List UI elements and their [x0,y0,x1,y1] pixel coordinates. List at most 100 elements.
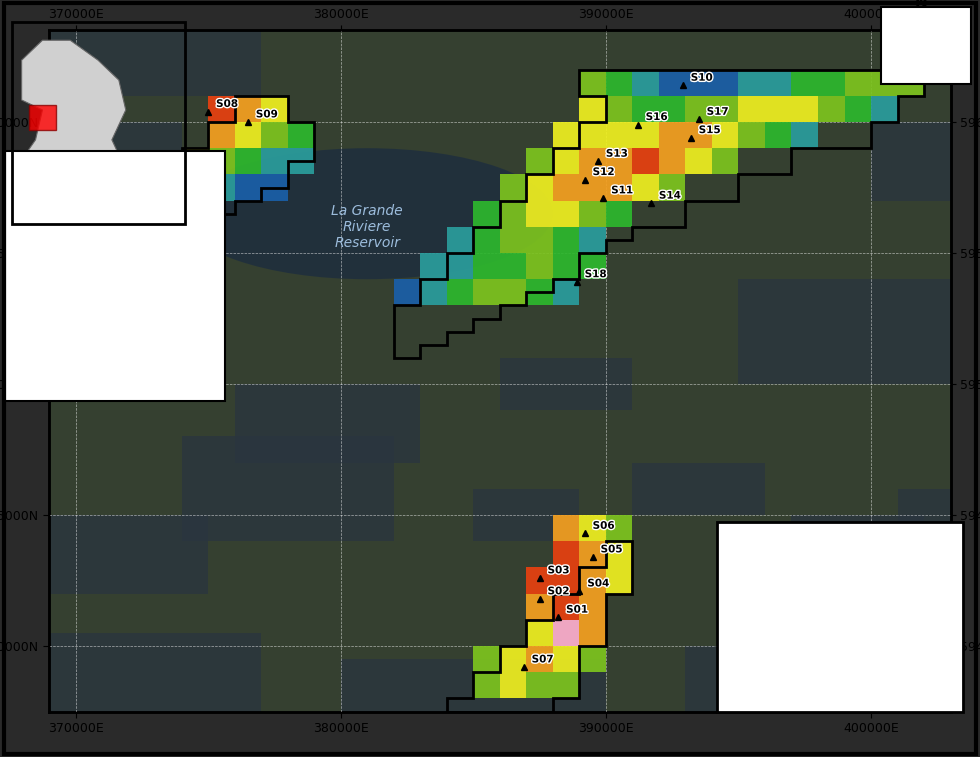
Bar [553,646,579,672]
Bar [606,148,632,174]
Bar [553,515,579,541]
Bar [24,309,52,323]
Bar [288,148,315,174]
Bar [632,122,659,148]
Bar [739,70,765,96]
Bar [818,96,845,122]
Bar [526,253,553,279]
Text: S17: S17 [707,107,729,117]
Bar [579,568,606,593]
Text: S11: S11 [612,185,633,195]
Bar [24,235,52,249]
Bar [473,227,500,253]
Text: 0.20 - 0.25: 0.20 - 0.25 [62,293,122,303]
Bar [579,593,606,620]
Text: S09: S09 [256,109,277,120]
Bar [792,70,818,96]
Bar [28,105,57,130]
Bar [234,174,261,201]
Bar [845,96,871,122]
Text: S07: S07 [531,654,554,665]
Text: Date: Nov 2023: Date: Nov 2023 [744,634,820,644]
Text: Sakami Project: Sakami Project [776,610,905,625]
Text: mercātor: mercātor [802,687,879,702]
Bar [685,122,711,148]
Bar [845,70,871,96]
Polygon shape [15,179,77,210]
Text: S04: S04 [587,578,610,588]
Bar [579,174,606,201]
Bar [606,541,632,568]
Bar [234,122,261,148]
Bar [579,515,606,541]
Bar [208,122,234,148]
Bar [606,174,632,201]
Bar [208,174,234,201]
Bar [500,646,526,672]
Bar [579,253,606,279]
Bar [659,70,685,96]
Bar [49,30,261,96]
Text: N: N [913,8,929,26]
Text: > 0.40: > 0.40 [62,367,99,377]
Bar [181,437,394,541]
Bar [24,365,52,379]
Text: Québec: Québec [52,175,89,185]
Bar [49,515,208,593]
Ellipse shape [181,148,553,279]
Bar [234,384,420,463]
Bar [579,122,606,148]
Bar [898,70,924,96]
Bar [765,70,792,96]
Text: Prospectivity Score: Prospectivity Score [24,231,145,241]
Bar [261,148,288,174]
Bar [447,279,473,305]
Bar [739,279,951,384]
Bar [553,672,579,699]
Bar [500,358,632,410]
Bar [553,593,579,620]
Text: S02: S02 [548,586,569,597]
Bar [500,227,526,253]
Bar [553,279,579,305]
Text: S10: S10 [691,73,712,83]
Bar [526,568,553,593]
Bar [792,515,924,593]
Bar [553,541,579,568]
Bar [606,201,632,227]
Bar [234,96,261,122]
Bar [818,70,845,96]
Bar [553,148,579,174]
Polygon shape [911,14,921,55]
Bar [234,148,261,174]
Text: S12: S12 [593,167,614,177]
Bar [606,96,632,122]
Text: S18: S18 [585,269,607,279]
Bar [553,253,579,279]
Bar [526,672,553,699]
Bar [606,515,632,541]
Bar [606,70,632,96]
Text: 2: 2 [762,654,768,664]
Bar [553,227,579,253]
Bar [632,148,659,174]
Bar [553,122,579,148]
Text: S03: S03 [548,565,569,575]
Bar [606,122,632,148]
Polygon shape [821,549,897,578]
Text: S01: S01 [566,605,588,615]
Bar [288,122,315,148]
Bar [526,148,553,174]
Polygon shape [794,536,887,578]
Bar [553,174,579,201]
Bar [181,148,208,174]
Bar [526,174,553,201]
Bar [579,148,606,174]
Bar [500,279,526,305]
Text: Redstone Resources: Redstone Resources [754,593,927,609]
Bar [500,174,526,201]
Bar [500,201,526,227]
Bar [49,633,261,712]
Bar [181,174,208,201]
Bar [447,227,473,253]
